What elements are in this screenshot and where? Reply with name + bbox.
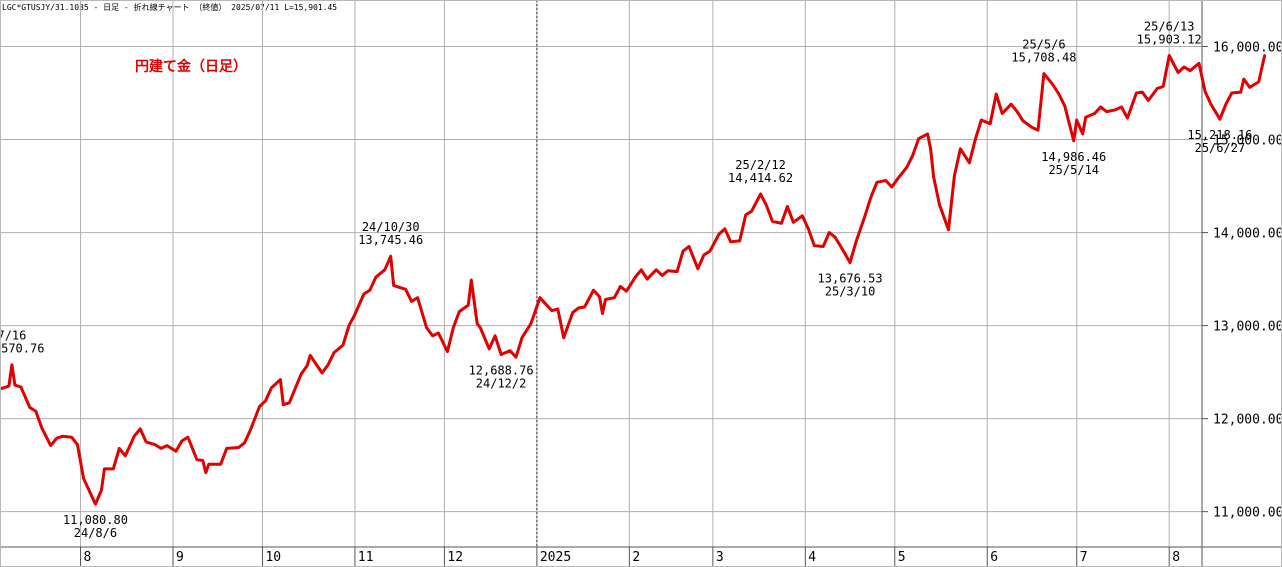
data-label: 15,218.16 bbox=[1187, 128, 1252, 142]
series-line-0 bbox=[0, 54, 1267, 506]
data-label: 13,676.53 bbox=[818, 272, 883, 286]
y-tick-label: 11,000.00 bbox=[1213, 506, 1282, 521]
data-label: 15,903.12 bbox=[1137, 33, 1202, 47]
y-tick-label: 16,000.00 bbox=[1213, 41, 1282, 56]
data-label: 15,708.48 bbox=[1011, 51, 1076, 65]
data-label: 25/5/6 bbox=[1022, 38, 1065, 52]
data-label: 25/5/14 bbox=[1048, 163, 1099, 177]
data-label: 25/6/13 bbox=[1144, 20, 1195, 34]
data-label: 24/8/6 bbox=[74, 526, 117, 540]
x-tick-label: 8 bbox=[84, 550, 92, 565]
data-label: 25/3/10 bbox=[825, 285, 876, 299]
data-label: 13,745.46 bbox=[358, 233, 423, 247]
data-label: 11,080.80 bbox=[63, 513, 128, 527]
x-tick-label: 9 bbox=[176, 550, 184, 565]
data-label: 25/2/12 bbox=[735, 158, 786, 172]
data-label: 12,688.76 bbox=[469, 364, 534, 378]
data-label: 14,986.46 bbox=[1041, 150, 1106, 164]
x-tick-label: 12 bbox=[447, 550, 463, 565]
x-tick-label: 6 bbox=[990, 550, 998, 565]
data-label: 25/6/27 bbox=[1195, 141, 1246, 155]
data-label: 14,414.62 bbox=[728, 171, 793, 185]
data-label: 24/12/2 bbox=[476, 377, 527, 391]
chart-title: 円建て金（日足） bbox=[135, 59, 247, 75]
x-tick-label: 11 bbox=[358, 550, 374, 565]
x-tick-label: 3 bbox=[716, 550, 724, 565]
y-tick-label: 15,000.00 bbox=[1213, 134, 1282, 149]
y-tick-label: 14,000.00 bbox=[1213, 227, 1282, 242]
series-layer bbox=[0, 54, 1267, 506]
x-tick-label: 2025 bbox=[540, 550, 571, 565]
data-label: 12,570.76 bbox=[0, 342, 44, 356]
x-tick-label: 10 bbox=[265, 550, 281, 565]
grid-layer bbox=[0, 0, 1202, 547]
x-tick-label: 4 bbox=[808, 550, 816, 565]
data-label: 7/16 bbox=[0, 329, 26, 343]
data-label: 24/10/30 bbox=[362, 220, 420, 234]
x-tick-label: 8 bbox=[1172, 550, 1180, 565]
x-tick-label: 7 bbox=[1080, 550, 1088, 565]
x-tick-label: 2 bbox=[632, 550, 640, 565]
chart-header-text: LGC*GTUSJY/31.1035 - 日足 - 折れ線チャート （終値） 2… bbox=[2, 3, 338, 12]
y-tick-label: 13,000.00 bbox=[1213, 320, 1282, 335]
y-tick-label: 12,000.00 bbox=[1213, 413, 1282, 428]
x-tick-label: 5 bbox=[898, 550, 906, 565]
